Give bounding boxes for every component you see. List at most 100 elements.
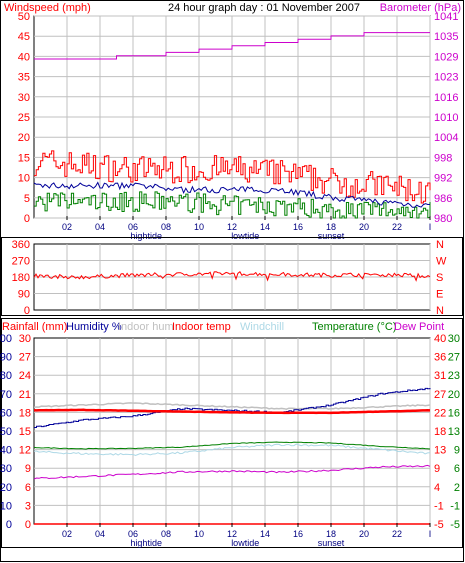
baro-y-tick-label: 1035 <box>434 31 458 43</box>
event-label-lowtide: lowtide <box>231 231 259 241</box>
x-tick-label: 10 <box>194 529 204 539</box>
dewpoint-tick-label: 23 <box>448 370 460 382</box>
temperature-tick-label: -1 <box>434 500 444 512</box>
wind-y-tick-label: 10 <box>18 173 30 185</box>
humidity-tick-label: 40 <box>0 445 12 457</box>
dewpoint-tick-label: 9 <box>454 445 460 457</box>
baro-y-tick-label: 986 <box>434 193 452 205</box>
humidity-tick-label: 20 <box>0 482 12 494</box>
dewpoint-tick-label: 6 <box>454 463 460 475</box>
wind-y-ticks: 0 5 10 15 20 25 30 35 40 45 50 <box>18 11 30 225</box>
direction-y-tick-label: 90 <box>18 289 30 301</box>
wind-axis-label: Windspeed (mph) <box>4 2 91 14</box>
baro-y-ticks: 980 986 992 998 1004 1010 1016 1023 1029 1035 1041 <box>434 11 458 225</box>
wind-y-tick-label: 50 <box>18 11 30 23</box>
x-tick-label: 02 <box>62 529 72 539</box>
dewpoint-tick-label: 2 <box>454 482 460 494</box>
temp-legend: Rainfall (mm)Humidity %Indoor humIndoor … <box>2 321 444 333</box>
rain-tick-label: 18 <box>19 407 31 419</box>
humidity-tick-label: 100 <box>0 333 12 345</box>
x-tick-label: 16 <box>293 222 303 232</box>
wind-y-tick-label: 5 <box>24 193 30 205</box>
event-label-hightide: hightide <box>130 231 162 241</box>
rain-y-ticks: 0 3 6 9 12 15 18 21 24 27 30 <box>19 333 31 531</box>
x-tick-label: 10 <box>194 222 204 232</box>
x-tick-label: 14 <box>260 222 270 232</box>
rain-tick-label: 0 <box>25 519 31 531</box>
humidity-tick-label: 10 <box>0 500 12 512</box>
wind-series <box>33 32 431 219</box>
x-tick-label: 20 <box>359 222 369 232</box>
x-tick-label: 08 <box>161 529 171 539</box>
humidity-y-ticks: 0 10 20 30 40 50 60 70 80 90 100 <box>0 333 12 531</box>
x-tick-label: 06 <box>128 529 138 539</box>
temperature-tick-label: 13 <box>434 445 446 457</box>
rain-tick-label: 24 <box>19 370 31 382</box>
humidity-line <box>34 387 431 428</box>
temp-panel: Rainfall (mm)Humidity %Indoor humIndoor … <box>0 318 463 548</box>
dewpoint-tick-label: -1 <box>450 500 460 512</box>
temperature-tick-label: 36 <box>434 352 446 364</box>
humidity-tick-label: 90 <box>0 352 12 364</box>
temperature-tick-label: 40 <box>434 333 446 345</box>
x-tick-label: 18 <box>326 529 336 539</box>
baro-y-tick-label: 980 <box>434 213 452 225</box>
rain-tick-label: 27 <box>19 352 31 364</box>
indoor-temp-line <box>33 408 431 415</box>
temperature-line <box>33 441 431 450</box>
event-label-lowtide: lowtide <box>231 538 259 548</box>
rain-tick-label: 15 <box>19 426 31 438</box>
dewpoint-tick-label: 20 <box>448 389 460 401</box>
rain-tick-label: 12 <box>19 445 31 457</box>
direction-line <box>33 271 431 282</box>
event-label-sunset: sunset <box>318 538 345 548</box>
compass-tick-label: W <box>436 256 447 268</box>
temperature-tick-label: -5 <box>434 519 444 531</box>
legend-entry: Dew Point <box>394 321 444 333</box>
temperature-y-ticks: -5 -1 4 9 13 18 22 27 31 36 40 <box>434 333 446 531</box>
direction-series <box>33 271 431 282</box>
temperature-tick-label: 9 <box>434 463 440 475</box>
temperature-tick-label: 4 <box>434 482 440 494</box>
compass-tick-label: N <box>436 305 444 317</box>
wind-y-tick-label: 15 <box>18 152 30 164</box>
wind-y-tick-label: 30 <box>18 92 30 104</box>
direction-y-tick-label: 270 <box>12 256 30 268</box>
legend-entry: Windchill <box>240 321 284 333</box>
legend-entry: Rainfall (mm) <box>2 321 67 333</box>
humidity-tick-label: 80 <box>0 370 12 382</box>
x-tick-label: 22 <box>392 529 402 539</box>
event-label-hightide: hightide <box>130 538 162 548</box>
dewpoint-tick-label: 16 <box>448 407 460 419</box>
rain-tick-label: 21 <box>19 389 31 401</box>
humidity-tick-label: 70 <box>0 389 12 401</box>
legend-entry: Indoor hum <box>118 321 174 333</box>
wind-y-tick-label: 0 <box>24 213 30 225</box>
barometer-line <box>34 32 430 60</box>
humidity-tick-label: 60 <box>0 407 12 419</box>
dewpoint-tick-label: 27 <box>448 352 460 364</box>
windchill-line <box>33 443 431 457</box>
baro-y-tick-label: 998 <box>434 152 452 164</box>
indoor-humidity-line <box>33 402 431 410</box>
baro-y-tick-label: 992 <box>434 173 452 185</box>
dewpoint-y-ticks: -5 -1 2 6 9 13 16 20 23 27 30 <box>448 333 460 531</box>
x-tick-label: 22 <box>392 222 402 232</box>
rain-tick-label: 3 <box>25 500 31 512</box>
direction-box <box>1 237 463 316</box>
wind-y-tick-label: 20 <box>18 132 30 144</box>
wind-gust-line <box>34 150 431 204</box>
temp-box <box>1 318 463 548</box>
wind-y-tick-label: 40 <box>18 51 30 63</box>
direction-y-tick-label: 360 <box>12 239 30 251</box>
baro-y-tick-label: 1023 <box>434 72 458 84</box>
dewpoint-tick-label: 30 <box>448 333 460 345</box>
baro-y-tick-label: 1029 <box>434 51 458 63</box>
x-tick-label: 16 <box>293 529 303 539</box>
legend-entry: Humidity % <box>66 321 122 333</box>
temperature-tick-label: 31 <box>434 370 446 382</box>
graph-title: 24 hour graph day : 01 November 2007 <box>168 2 360 14</box>
